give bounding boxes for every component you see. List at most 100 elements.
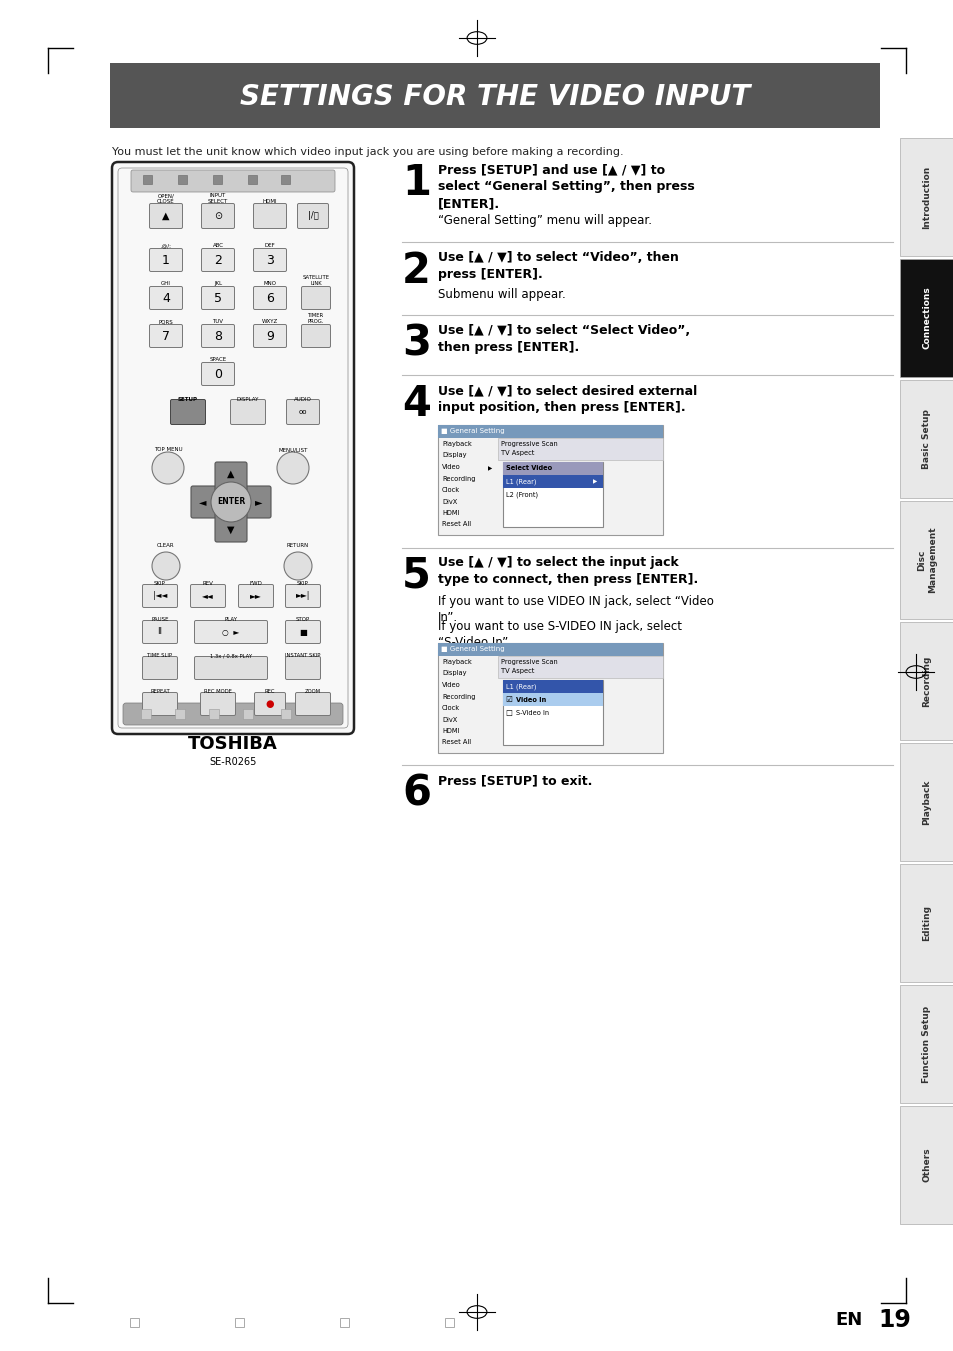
Text: ◄: ◄	[199, 497, 207, 507]
FancyBboxPatch shape	[253, 286, 286, 309]
Text: STOP: STOP	[295, 617, 310, 621]
FancyBboxPatch shape	[142, 657, 177, 680]
Text: ▶: ▶	[592, 480, 597, 484]
Text: TIME SLIP: TIME SLIP	[148, 653, 172, 658]
FancyBboxPatch shape	[150, 324, 182, 347]
Bar	[899, 138, 953, 255]
Text: INPUT
SELECT: INPUT SELECT	[208, 193, 228, 204]
Text: TOP MENU: TOP MENU	[153, 447, 182, 453]
Text: Display: Display	[441, 670, 466, 677]
Text: SETUP: SETUP	[178, 397, 198, 403]
Text: 0: 0	[213, 367, 222, 381]
Text: HDMI: HDMI	[441, 728, 459, 734]
Text: TIMER
PROG.: TIMER PROG.	[308, 313, 324, 324]
FancyBboxPatch shape	[171, 400, 205, 424]
Bar	[899, 259, 953, 377]
FancyBboxPatch shape	[142, 585, 177, 608]
FancyBboxPatch shape	[253, 249, 286, 272]
Bar	[899, 865, 953, 982]
Text: 19: 19	[877, 1308, 910, 1332]
Text: L2 (Front): L2 (Front)	[505, 492, 537, 499]
Bar	[502, 680, 602, 744]
Bar	[497, 438, 662, 459]
Text: ■ General Setting: ■ General Setting	[440, 647, 504, 653]
FancyBboxPatch shape	[254, 693, 285, 716]
Text: ▲: ▲	[227, 469, 234, 480]
Text: REC MODE: REC MODE	[204, 689, 232, 694]
Text: ABC: ABC	[213, 243, 223, 249]
Text: Use [▲ / ▼] to select desired external
input position, then press [ENTER].: Use [▲ / ▼] to select desired external i…	[437, 384, 697, 413]
FancyBboxPatch shape	[112, 162, 354, 734]
Text: PQRS: PQRS	[158, 319, 173, 324]
Circle shape	[284, 553, 312, 580]
Text: If you want to use VIDEO IN jack, select “Video
In”.: If you want to use VIDEO IN jack, select…	[437, 594, 713, 624]
Text: ☑: ☑	[504, 694, 512, 704]
FancyBboxPatch shape	[301, 324, 330, 347]
Bar	[213, 176, 222, 184]
Bar	[178, 176, 187, 184]
Circle shape	[152, 553, 180, 580]
FancyBboxPatch shape	[142, 693, 177, 716]
Text: TUV: TUV	[213, 319, 223, 324]
Text: .@/:: .@/:	[160, 243, 172, 249]
FancyBboxPatch shape	[150, 286, 182, 309]
FancyBboxPatch shape	[285, 585, 320, 608]
Text: Disc
Management: Disc Management	[916, 527, 936, 593]
Text: Display: Display	[441, 453, 466, 458]
Text: Playback: Playback	[922, 780, 930, 824]
Text: 2: 2	[213, 254, 222, 266]
Bar	[502, 462, 602, 476]
Text: ZOOM: ZOOM	[305, 689, 321, 694]
Bar	[437, 643, 662, 753]
Text: PAUSE: PAUSE	[152, 617, 169, 621]
Bar	[502, 693, 602, 707]
Bar	[141, 709, 151, 719]
Text: ▼: ▼	[227, 526, 234, 535]
Text: Basic Setup: Basic Setup	[922, 409, 930, 469]
Circle shape	[152, 453, 184, 484]
FancyBboxPatch shape	[295, 693, 330, 716]
Text: WXYZ: WXYZ	[262, 319, 278, 324]
Bar	[437, 426, 662, 535]
Bar	[130, 1319, 139, 1327]
Bar	[437, 643, 662, 657]
Bar	[899, 621, 953, 740]
Bar	[339, 1319, 349, 1327]
Text: ■ General Setting: ■ General Setting	[440, 428, 504, 435]
Text: Recording: Recording	[441, 476, 475, 481]
Text: Press [SETUP] and use [▲ / ▼] to
select “General Setting”, then press
[ENTER].: Press [SETUP] and use [▲ / ▼] to select …	[437, 163, 694, 209]
FancyBboxPatch shape	[201, 324, 234, 347]
Text: Others: Others	[922, 1148, 930, 1182]
Text: CLEAR: CLEAR	[157, 543, 174, 549]
FancyBboxPatch shape	[301, 286, 330, 309]
Text: ►►|: ►►|	[295, 592, 310, 600]
Text: Recording: Recording	[922, 655, 930, 707]
Text: TV Aspect: TV Aspect	[500, 667, 534, 674]
Text: FWD: FWD	[250, 581, 262, 586]
FancyBboxPatch shape	[286, 400, 319, 424]
Text: Use [▲ / ▼] to select “Video”, then
press [ENTER].: Use [▲ / ▼] to select “Video”, then pres…	[437, 251, 679, 281]
Text: Playback: Playback	[441, 440, 471, 447]
FancyBboxPatch shape	[214, 462, 247, 542]
Text: MNO: MNO	[263, 281, 276, 286]
Bar	[497, 657, 662, 678]
Text: EN: EN	[834, 1310, 862, 1329]
Text: Video: Video	[441, 463, 460, 470]
FancyBboxPatch shape	[194, 620, 267, 643]
Text: “General Setting” menu will appear.: “General Setting” menu will appear.	[437, 213, 651, 227]
Text: Use [▲ / ▼] to select “Select Video”,
then press [ENTER].: Use [▲ / ▼] to select “Select Video”, th…	[437, 324, 689, 354]
Text: Function Setup: Function Setup	[922, 1005, 930, 1082]
Text: INSTANT SKIP: INSTANT SKIP	[285, 653, 320, 658]
Text: OPEN/
CLOSE: OPEN/ CLOSE	[157, 193, 174, 204]
Text: L1 (Rear): L1 (Rear)	[505, 478, 536, 485]
FancyBboxPatch shape	[200, 693, 235, 716]
Text: SKIP: SKIP	[296, 581, 309, 586]
Text: SKIP: SKIP	[153, 581, 166, 586]
Text: ◄◄: ◄◄	[202, 592, 213, 600]
Text: RETURN: RETURN	[287, 543, 309, 549]
Text: Video: Video	[441, 682, 460, 688]
FancyBboxPatch shape	[201, 249, 234, 272]
Circle shape	[211, 482, 251, 521]
FancyBboxPatch shape	[201, 204, 234, 228]
Text: 3: 3	[401, 323, 431, 365]
